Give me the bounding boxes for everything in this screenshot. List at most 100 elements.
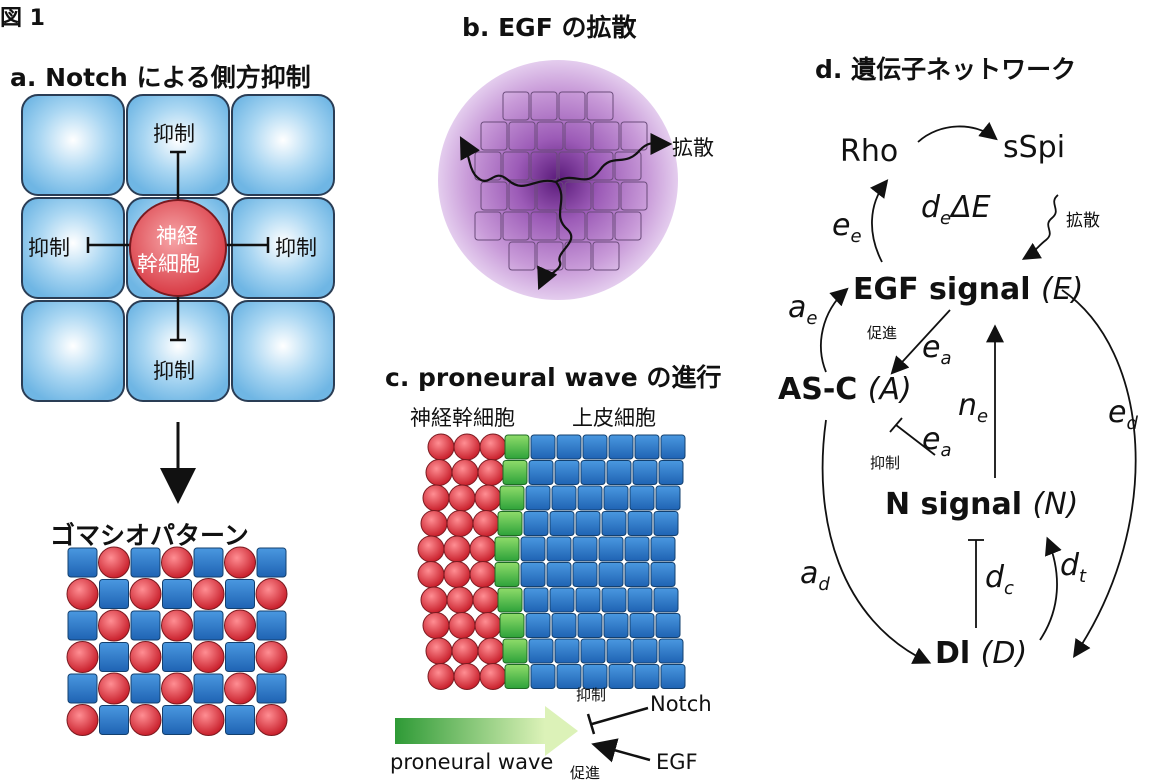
epithelial-cell: [603, 485, 629, 511]
param-ed: ed: [1108, 395, 1138, 434]
pattern-epithelial-cell: [256, 673, 287, 704]
egf-grid-cell: [586, 91, 614, 121]
epithelial-cell: [608, 664, 634, 689]
epithelial-cell: [577, 613, 603, 638]
epithelial-cell: [528, 638, 554, 664]
wave-front-cell: [504, 434, 530, 460]
epithelial-cell: [551, 613, 577, 638]
wave-front-cell: [502, 638, 528, 664]
epithelial-cell: [601, 587, 627, 613]
pattern-stem-cell: [192, 704, 225, 736]
epithelial-cell: [655, 485, 681, 511]
epithelial-cell: [572, 562, 598, 587]
stem-cell: [477, 459, 505, 486]
stem-cell: [427, 433, 455, 461]
epithelial-cell: [601, 511, 627, 536]
epithelial-cell: [572, 536, 598, 562]
param-ne: ne: [958, 388, 989, 427]
wave-front-cell: [497, 587, 523, 613]
pattern-stem-cell: [255, 641, 288, 673]
node-n-signal: N signal (N): [885, 487, 1079, 522]
inhibit-label-top: 抑制: [153, 122, 195, 146]
wave-inhibit-label: 抑制: [576, 686, 607, 704]
stem-cell: [427, 663, 455, 690]
stem-cell: [417, 535, 445, 563]
epithelial-cell: [608, 434, 634, 460]
stem-cell: [448, 484, 476, 512]
proneural-wave-arrowhead: [545, 706, 578, 756]
param-ee: ee: [832, 208, 862, 247]
stem-cell-label-line1: 神経: [156, 224, 198, 248]
epithelial-cell: [582, 434, 608, 460]
network-promote-label: 促進: [867, 324, 898, 342]
pattern-stem-cell: [192, 641, 225, 673]
proneural-wave-cells: [417, 433, 686, 690]
stem-cell: [422, 612, 450, 639]
stem-cell: [446, 510, 474, 537]
node-rho: Rho: [840, 134, 899, 169]
pattern-epithelial-cell: [225, 642, 255, 672]
epithelial-cell: [629, 613, 655, 638]
panel-d-title: d. 遺伝子ネットワーク: [815, 55, 1077, 84]
wave-front-cell: [499, 613, 525, 638]
egf-grid-cell: [480, 121, 508, 151]
epithelial-cell: [525, 613, 551, 638]
egf-grid-cell: [592, 181, 620, 211]
pattern-stem-cell: [98, 546, 130, 579]
pattern-epithelial-cell: [67, 610, 98, 641]
egf-grid-cell: [558, 91, 586, 121]
stem-cell: [425, 459, 453, 486]
inhibit-label-left: 抑制: [28, 236, 70, 260]
egf-grid-cell: [564, 241, 592, 271]
stem-cell: [477, 637, 505, 665]
pattern-epithelial-cell: [162, 642, 192, 672]
epithelial-cell: [525, 485, 551, 511]
pattern-stem-cell: [98, 609, 130, 642]
gene-network-edges: [820, 121, 1137, 664]
pattern-stem-cell: [224, 609, 256, 642]
stem-cell: [474, 612, 502, 639]
pattern-epithelial-cell: [256, 547, 287, 578]
stem-cell: [443, 535, 471, 563]
epithelial-cell: [528, 460, 554, 485]
stem-cell: [479, 433, 507, 461]
panel-b-title: b. EGF の拡散: [462, 13, 637, 42]
egf-grid-cell: [620, 121, 648, 151]
egf-grid-cell: [586, 151, 614, 181]
stem-cell: [448, 612, 476, 639]
pattern-stem-cell: [161, 609, 193, 642]
stem-cell: [443, 561, 471, 588]
epithelial-cell: [546, 562, 572, 587]
inhibit-label-bottom: 抑制: [153, 359, 195, 383]
epithelial-cell: [598, 536, 624, 562]
epithelial-cell: [582, 664, 608, 689]
epithelial-cell: [520, 536, 546, 562]
notch-label: Notch: [650, 692, 712, 716]
diffusion-paths: [459, 132, 673, 291]
node-dl: Dl (D): [935, 636, 1028, 671]
pattern-epithelial-cell: [130, 673, 161, 704]
pattern-stem-cell: [66, 641, 99, 673]
epithelial-cell: [634, 664, 660, 689]
pattern-epithelial-cell: [162, 579, 192, 609]
pattern-epithelial-cell: [99, 642, 129, 672]
wave-front-cell: [504, 664, 530, 689]
egf-grid-cell: [502, 91, 530, 121]
param-dt: dt: [1060, 548, 1087, 587]
epithelial-cell: [554, 460, 580, 485]
stem-cell-label-line2: 幹細胞: [137, 252, 200, 276]
wave-front-cell: [494, 562, 520, 587]
pattern-stem-cell: [192, 578, 225, 610]
epithelial-cell: [660, 434, 686, 460]
stem-cell: [453, 433, 481, 461]
egf-grid-cell: [508, 181, 536, 211]
pattern-epithelial-cell: [99, 705, 129, 735]
epithelial-cell: [549, 511, 575, 536]
wave-front-cell: [497, 511, 523, 536]
stem-cell: [451, 637, 479, 665]
epithelial-cell: [658, 638, 684, 664]
epithelial-cell: [606, 460, 632, 485]
egf-grid-cell: [592, 241, 620, 271]
pattern-stem-cell: [129, 641, 162, 673]
